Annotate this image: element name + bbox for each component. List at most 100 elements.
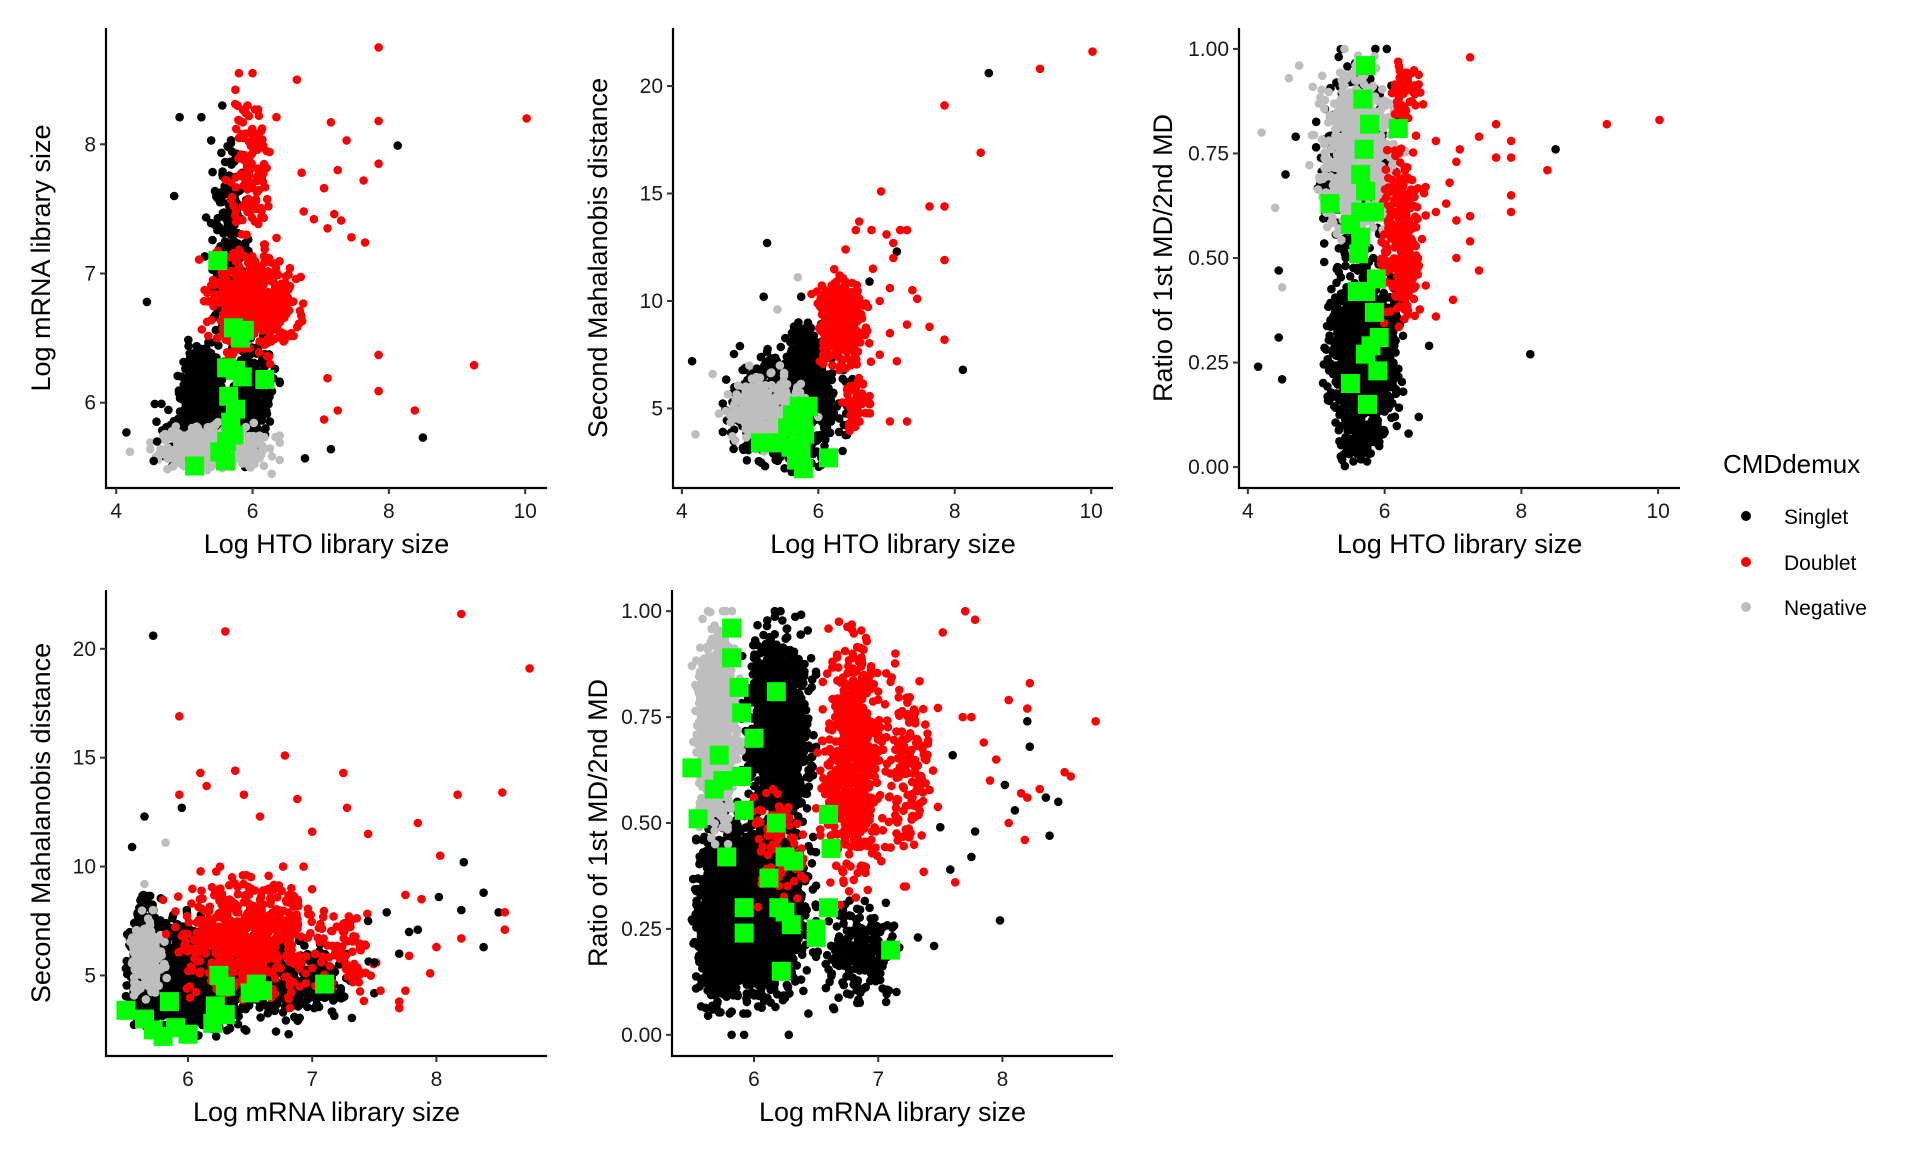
point-singlet: [787, 352, 797, 361]
point-doublet: [248, 251, 257, 261]
y-tick-label: 6: [84, 392, 96, 415]
point-singlet: [184, 335, 193, 345]
x-axis-title: Log HTO library size: [204, 529, 450, 559]
point-negative: [213, 417, 223, 427]
point-singlet: [742, 456, 752, 465]
point-doublet: [296, 272, 306, 282]
point-singlet: [773, 456, 782, 466]
point-singlet: [275, 377, 284, 386]
highlight-square: [255, 370, 275, 389]
point-doublet: [817, 281, 827, 290]
y-tick-label: 8: [84, 133, 96, 156]
point-singlet: [215, 375, 224, 384]
point-singlet: [149, 456, 158, 466]
point-doublet: [231, 217, 241, 227]
point-negative: [168, 462, 178, 471]
point-doublet: [231, 85, 240, 95]
point-doublet: [197, 325, 207, 334]
point-singlet: [201, 213, 211, 222]
point-doublet: [269, 259, 279, 268]
point-singlet: [206, 338, 216, 347]
point-singlet: [206, 136, 216, 145]
point-singlet: [776, 342, 786, 352]
point-doublet: [285, 263, 295, 273]
point-negative: [241, 445, 251, 455]
point-doublet: [232, 269, 242, 278]
point-doublet: [844, 305, 853, 315]
point-singlet: [152, 417, 161, 427]
point-singlet: [838, 446, 847, 456]
points: [122, 43, 531, 479]
point-doublet: [889, 253, 898, 263]
point-negative: [793, 273, 803, 282]
point-doublet: [229, 201, 238, 211]
point-doublet: [836, 286, 845, 296]
point-doublet: [940, 202, 949, 211]
point-negative: [174, 429, 183, 438]
point-singlet: [184, 341, 193, 351]
point-doublet: [267, 276, 276, 286]
point-doublet: [902, 417, 912, 426]
point-doublet: [940, 255, 949, 265]
point-doublet: [292, 75, 302, 84]
point-negative: [202, 443, 212, 453]
point-singlet: [209, 355, 219, 364]
point-doublet: [297, 168, 306, 177]
point-negative: [731, 394, 740, 404]
y-tick-label: 5: [651, 397, 663, 420]
point-singlet: [189, 365, 198, 375]
point-negative: [267, 452, 277, 461]
point-singlet: [262, 409, 272, 419]
point-singlet: [984, 68, 994, 78]
highlight-square: [232, 367, 252, 387]
x-tick-label: 4: [110, 500, 122, 523]
point-singlet: [807, 354, 816, 364]
point-singlet: [721, 375, 731, 384]
point-singlet: [122, 428, 131, 437]
point-doublet: [885, 417, 895, 426]
point-singlet: [796, 326, 805, 336]
point-doublet: [244, 158, 254, 168]
point-doublet: [275, 307, 285, 316]
point-doublet: [265, 147, 274, 157]
point-singlet: [1311, 117, 1321, 127]
y-tick-label: 7: [84, 263, 96, 286]
point-negative: [249, 418, 259, 428]
point-negative: [732, 407, 741, 417]
point-doublet: [841, 245, 850, 254]
point-doublet: [319, 183, 329, 193]
point-doublet: [885, 328, 895, 338]
point-singlet: [794, 343, 803, 353]
point-singlet: [1319, 257, 1329, 267]
point-negative: [708, 369, 717, 379]
point-doublet: [234, 261, 243, 270]
point-doublet: [851, 225, 861, 235]
point-doublet: [410, 406, 420, 415]
point-singlet: [246, 394, 256, 403]
point-negative: [258, 444, 268, 454]
points: [687, 47, 1097, 479]
point-doublet: [851, 414, 860, 423]
point-doublet: [912, 294, 922, 304]
point-doublet: [203, 288, 212, 298]
point-doublet: [267, 337, 276, 346]
point-negative: [730, 436, 740, 445]
point-singlet: [814, 434, 823, 444]
point-doublet: [857, 397, 866, 406]
point-singlet: [200, 377, 210, 386]
point-negative: [202, 433, 211, 443]
x-tick-label: 10: [514, 500, 537, 523]
point-doublet: [374, 116, 383, 126]
points: [1253, 44, 1664, 471]
point-negative: [165, 431, 175, 441]
point-doublet: [281, 272, 291, 281]
point-doublet: [260, 244, 270, 254]
point-doublet: [875, 350, 884, 360]
point-negative: [779, 368, 789, 378]
point-doublet: [204, 331, 213, 341]
point-doublet: [853, 286, 862, 296]
point-negative: [146, 444, 155, 454]
